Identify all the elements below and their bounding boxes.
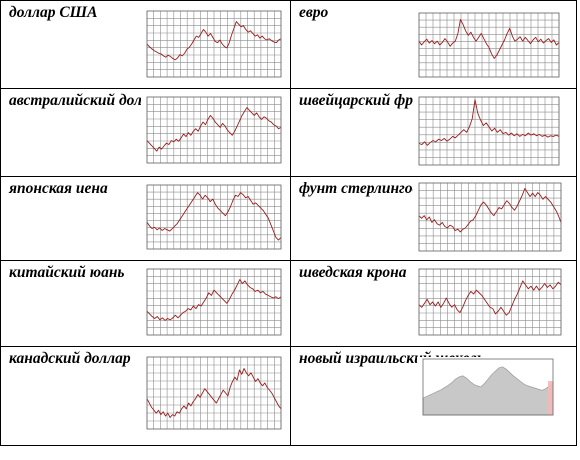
currency-label: китайский юань [9,264,125,281]
chart-background [413,181,563,257]
chart-background [141,267,283,341]
cell-cny: китайский юань [0,260,291,347]
currency-label: доллар США [9,4,98,21]
plot-frame [418,268,562,336]
mini-chart-eur [413,11,561,83]
plot-frame [146,268,282,336]
currency-grid-table: доллар США евро австралийский доллар шве… [0,0,577,446]
plot-frame [146,10,282,78]
mini-chart-jpy [141,183,283,255]
cell-aud: австралийский доллар [0,88,291,177]
line-series [146,107,282,152]
currency-label: канадский доллар [9,350,131,367]
mini-chart-aud [141,95,283,169]
mini-chart-ils [417,357,555,421]
area-series [422,366,554,416]
line-series [146,368,282,418]
line-series [146,21,282,61]
cell-gbp: фунт стерлингов [290,176,577,261]
currency-label: евро [299,4,329,21]
chart-background [141,355,283,435]
line-series [418,280,562,316]
plot-frame [146,356,282,430]
line-series [146,279,282,321]
line-series [146,192,282,241]
currency-label: японская иена [9,180,108,197]
cell-eur: евро [290,0,577,89]
cell-usd: доллар США [0,0,291,89]
mini-chart-cad [141,355,283,435]
mini-chart-cny [141,267,283,341]
mini-chart-sek [413,267,563,341]
plot-frame [418,182,562,252]
cell-cad: канадский доллар [0,346,291,446]
plot-frame [422,358,554,416]
mini-chart-usd [141,9,283,83]
cell-sek: шведская крона [290,260,577,347]
line-series [418,18,560,59]
line-series [418,187,562,233]
currency-label: шведская крона [299,264,407,281]
chart-background [141,183,283,255]
chart-background [413,11,561,83]
cell-chf: швейцарский франк [290,88,577,177]
line-series [418,99,560,146]
chart-background [141,95,283,169]
chart-background [141,9,283,83]
cell-ils: новый израильский шекель [290,346,577,446]
range-selector-handle [548,381,553,415]
plot-frame [418,96,560,166]
mini-chart-gbp [413,181,563,257]
plot-frame [146,96,282,164]
mini-chart-chf [413,95,561,171]
cell-jpy: японская иена [0,176,291,261]
chart-background [413,95,561,171]
currency-label: фунт стерлингов [299,180,420,197]
plot-frame [418,12,560,78]
plot-frame [146,184,282,250]
